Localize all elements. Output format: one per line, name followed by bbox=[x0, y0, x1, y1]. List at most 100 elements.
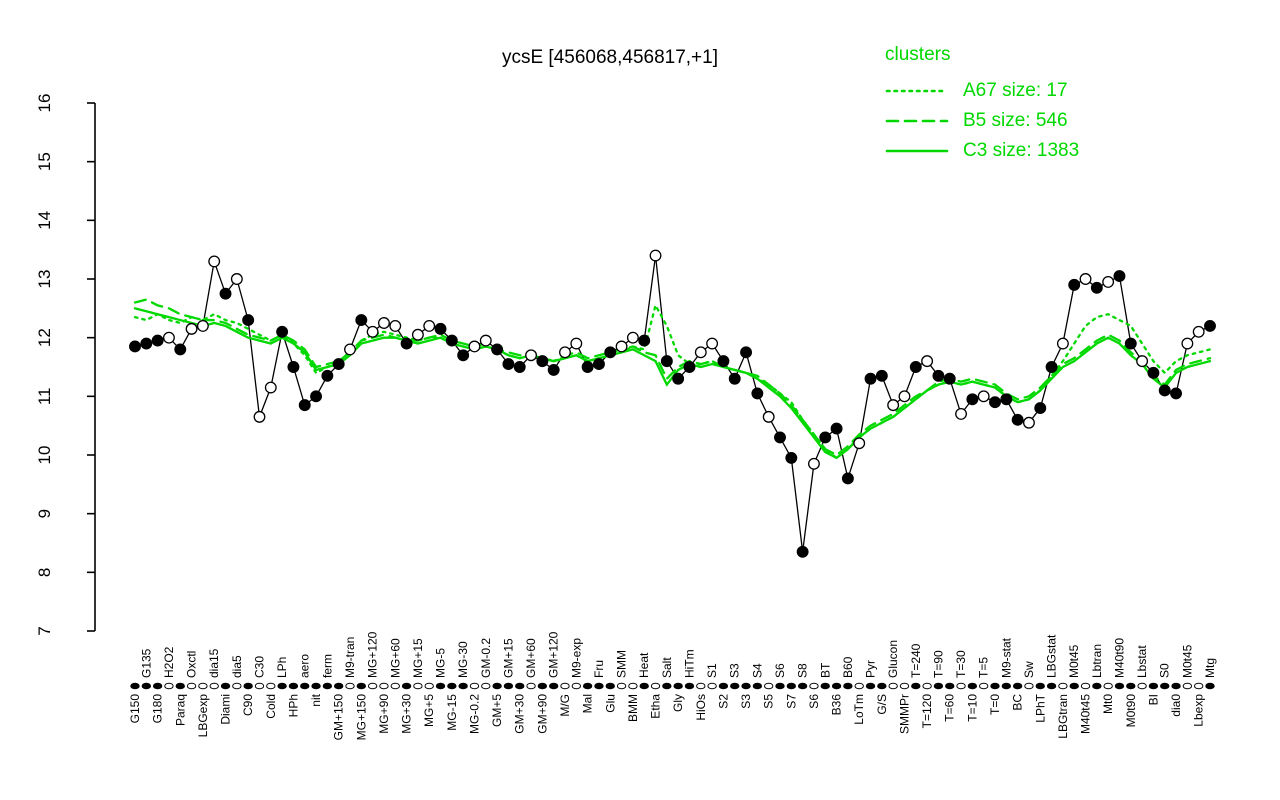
rug-point bbox=[537, 682, 548, 690]
x-category-label: Gly bbox=[671, 694, 685, 712]
data-point bbox=[525, 349, 538, 362]
data-point bbox=[1000, 393, 1013, 406]
data-point bbox=[185, 322, 198, 335]
x-category-label: S2 bbox=[716, 694, 730, 709]
x-category-label: M0t45 bbox=[1067, 644, 1081, 678]
rug-point bbox=[152, 682, 163, 690]
rug-point bbox=[469, 682, 480, 690]
data-point bbox=[864, 372, 877, 385]
data-point bbox=[151, 334, 164, 347]
data-point bbox=[1022, 416, 1035, 429]
data-point bbox=[921, 355, 934, 368]
data-point bbox=[344, 343, 356, 356]
x-category-label: Lbstat bbox=[1135, 645, 1149, 678]
data-point bbox=[966, 393, 979, 406]
data-point bbox=[751, 387, 764, 400]
x-category-label: SMMPr bbox=[897, 694, 911, 734]
rug-point bbox=[1080, 682, 1091, 690]
legend-entry-label: C3 size: 1383 bbox=[963, 140, 1080, 161]
x-category-label: S3 bbox=[739, 694, 753, 709]
data-point bbox=[547, 363, 560, 376]
data-point bbox=[1090, 281, 1103, 294]
x-category-label: dia5 bbox=[230, 655, 244, 678]
x-category-label: T=60 bbox=[943, 694, 957, 722]
x-category-label: GM+60 bbox=[524, 638, 538, 678]
x-category-label: HiTm bbox=[682, 649, 696, 678]
dashed-line-sample-icon bbox=[885, 119, 949, 123]
legend-entry-label: B5 size: 546 bbox=[963, 110, 1068, 131]
x-category-label: GM+90 bbox=[535, 694, 549, 734]
data-point bbox=[807, 457, 820, 470]
rug-point bbox=[911, 682, 921, 690]
rug-point bbox=[232, 682, 242, 690]
x-category-label: S4 bbox=[750, 663, 764, 678]
data-point bbox=[457, 349, 470, 362]
x-category-label: GM+30 bbox=[513, 694, 527, 734]
rug-point bbox=[1035, 682, 1045, 690]
x-category-label: ferm bbox=[320, 654, 334, 678]
rug-point bbox=[809, 682, 819, 690]
rug-point bbox=[277, 682, 287, 690]
y-tick-label: 14 bbox=[35, 211, 54, 230]
rug-point bbox=[877, 682, 887, 690]
data-point bbox=[355, 314, 368, 327]
data-point bbox=[208, 255, 221, 268]
y-tick-label: 7 bbox=[35, 626, 54, 635]
x-category-label: LBGtran bbox=[1056, 694, 1070, 739]
rug-point bbox=[526, 682, 536, 690]
x-category-label: Oxctl bbox=[185, 651, 199, 678]
x-category-label: Paraq bbox=[173, 694, 187, 726]
rug-point bbox=[571, 682, 582, 690]
data-point bbox=[592, 358, 605, 371]
x-category-label: MG+5 bbox=[422, 694, 436, 727]
data-point bbox=[1113, 270, 1126, 283]
rug-point bbox=[899, 682, 910, 690]
x-category-label: LPhT bbox=[1033, 693, 1047, 722]
rug-point bbox=[797, 682, 808, 690]
data-point bbox=[502, 358, 515, 371]
rug-point bbox=[763, 682, 774, 690]
rug-point bbox=[356, 682, 367, 690]
y-tick-label: 16 bbox=[35, 94, 54, 113]
legend-entry-A67: A67 size: 17 bbox=[885, 76, 1079, 106]
rug-point bbox=[888, 682, 898, 690]
data-point bbox=[219, 287, 232, 300]
x-category-label: G135 bbox=[139, 648, 153, 678]
rug-point bbox=[345, 682, 355, 690]
x-category-label: S5 bbox=[762, 694, 776, 709]
data-point bbox=[1034, 402, 1047, 415]
rug-point bbox=[1205, 682, 1215, 690]
data-point bbox=[626, 331, 639, 344]
rug-point bbox=[1182, 682, 1193, 690]
data-point bbox=[1158, 384, 1171, 397]
x-category-label: LBGexp bbox=[196, 694, 210, 738]
x-category-label: T=240 bbox=[909, 643, 923, 678]
x-category-label: B60 bbox=[841, 656, 855, 678]
legend-entry-label: A67 size: 17 bbox=[963, 80, 1068, 101]
rug-point bbox=[333, 682, 344, 690]
x-category-label: LPh bbox=[275, 657, 289, 678]
y-tick-label: 10 bbox=[35, 446, 54, 465]
x-category-label: T=120 bbox=[920, 694, 934, 729]
rug-point bbox=[786, 682, 797, 690]
data-point bbox=[411, 328, 424, 341]
data-point bbox=[1068, 278, 1081, 291]
x-category-label: T=90 bbox=[931, 650, 945, 678]
x-category-label: M/G bbox=[558, 694, 572, 717]
x-category-label: G/S bbox=[875, 694, 889, 715]
data-point bbox=[230, 273, 243, 285]
data-point bbox=[955, 407, 968, 420]
y-tick-label: 15 bbox=[35, 152, 54, 171]
rug-point bbox=[413, 682, 423, 690]
x-category-label: C90 bbox=[241, 694, 255, 716]
x-category-label: MG+90 bbox=[377, 694, 391, 734]
data-point bbox=[479, 334, 492, 347]
x-category-label: BC bbox=[1011, 694, 1025, 711]
x-category-label: G150 bbox=[128, 694, 142, 724]
data-point bbox=[1136, 355, 1149, 368]
data-point bbox=[1011, 413, 1024, 426]
rug-point bbox=[594, 682, 604, 690]
data-point bbox=[796, 545, 809, 558]
rug-point bbox=[492, 682, 502, 690]
